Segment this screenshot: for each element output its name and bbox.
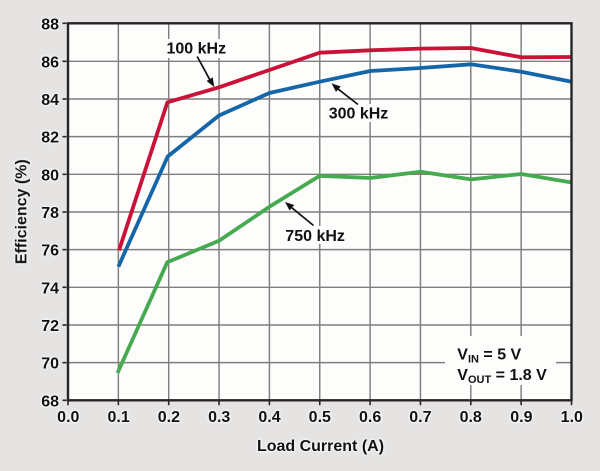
svg-text:Load Current (A): Load Current (A) xyxy=(257,438,384,455)
svg-text:0.2: 0.2 xyxy=(158,409,180,426)
svg-text:74: 74 xyxy=(41,280,59,297)
svg-text:0.1: 0.1 xyxy=(107,409,129,426)
svg-text:70: 70 xyxy=(41,356,59,373)
svg-text:0.8: 0.8 xyxy=(460,409,482,426)
svg-text:100 kHz: 100 kHz xyxy=(167,40,227,57)
svg-text:0.0: 0.0 xyxy=(57,409,79,426)
svg-text:76: 76 xyxy=(41,243,59,260)
svg-text:86: 86 xyxy=(41,54,59,71)
svg-text:68: 68 xyxy=(41,393,59,410)
svg-text:0.6: 0.6 xyxy=(359,409,381,426)
svg-text:80: 80 xyxy=(41,167,59,184)
svg-text:0.4: 0.4 xyxy=(258,409,280,426)
svg-text:0.9: 0.9 xyxy=(510,409,532,426)
svg-text:82: 82 xyxy=(41,130,59,147)
svg-text:0.7: 0.7 xyxy=(409,409,431,426)
svg-text:88: 88 xyxy=(41,16,59,33)
svg-text:72: 72 xyxy=(41,318,59,335)
svg-text:78: 78 xyxy=(41,205,59,222)
svg-text:0.5: 0.5 xyxy=(309,409,331,426)
svg-text:84: 84 xyxy=(41,92,59,109)
svg-text:0.3: 0.3 xyxy=(208,409,230,426)
svg-text:300 kHz: 300 kHz xyxy=(329,106,389,123)
svg-text:750 kHz: 750 kHz xyxy=(285,228,345,245)
svg-text:VIN = 5 V: VIN = 5 V xyxy=(457,346,521,365)
svg-text:1.0: 1.0 xyxy=(561,409,583,426)
svg-text:Efficiency (%): Efficiency (%) xyxy=(13,159,30,264)
